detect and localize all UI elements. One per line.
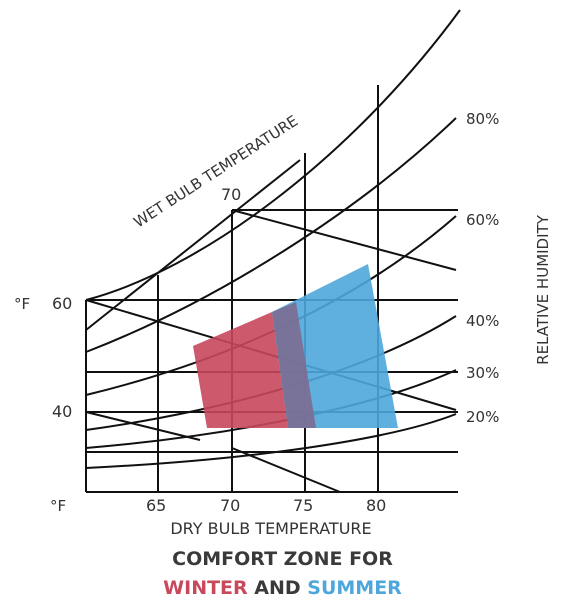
x-tick-80: 80 (366, 496, 386, 515)
overlap-comfort-zone (272, 302, 316, 428)
caption-winter: WINTER (163, 577, 248, 599)
rh-axis-label: RELATIVE HUMIDITY (534, 214, 552, 365)
wet-bulb-label: WET BULB TEMPERATURE (130, 112, 301, 232)
degree-f-left-label: °F (14, 295, 30, 313)
wet-bulb-70-label: 70 (221, 185, 241, 204)
wet-bulb-line (231, 447, 341, 493)
rh-curve-80 (85, 117, 457, 353)
psychrometric-chart: WET BULB TEMPERATURE 70 °F 60 40 °F 65 7… (14, 9, 552, 538)
x-axis-label: DRY BULB TEMPERATURE (170, 519, 371, 538)
x-tick-70: 70 (220, 496, 240, 515)
saturation-curve (85, 9, 461, 301)
rh-tick-60: 60% (466, 211, 499, 229)
left-tick-40: 40 (52, 402, 72, 421)
rh-tick-40: 40% (466, 312, 499, 330)
rh-tick-20: 20% (466, 408, 499, 426)
caption-line1: COMFORT ZONE FOR (172, 548, 393, 570)
wet-bulb-line (85, 159, 301, 331)
degree-f-bottom-label: °F (50, 497, 66, 515)
x-tick-75: 75 (293, 496, 313, 515)
caption-summer: SUMMER (307, 577, 402, 599)
caption-line2: WINTER AND SUMMER (0, 577, 565, 599)
wet-bulb-line (85, 411, 201, 441)
left-tick-60: 60 (52, 294, 72, 313)
x-tick-65: 65 (146, 496, 166, 515)
rh-tick-30: 30% (466, 364, 499, 382)
rh-tick-80: 80% (466, 110, 499, 128)
winter-comfort-zone (193, 312, 288, 428)
caption-and: AND (247, 577, 308, 599)
wet-bulb-line (231, 209, 457, 271)
rh-curve-20 (85, 413, 457, 469)
